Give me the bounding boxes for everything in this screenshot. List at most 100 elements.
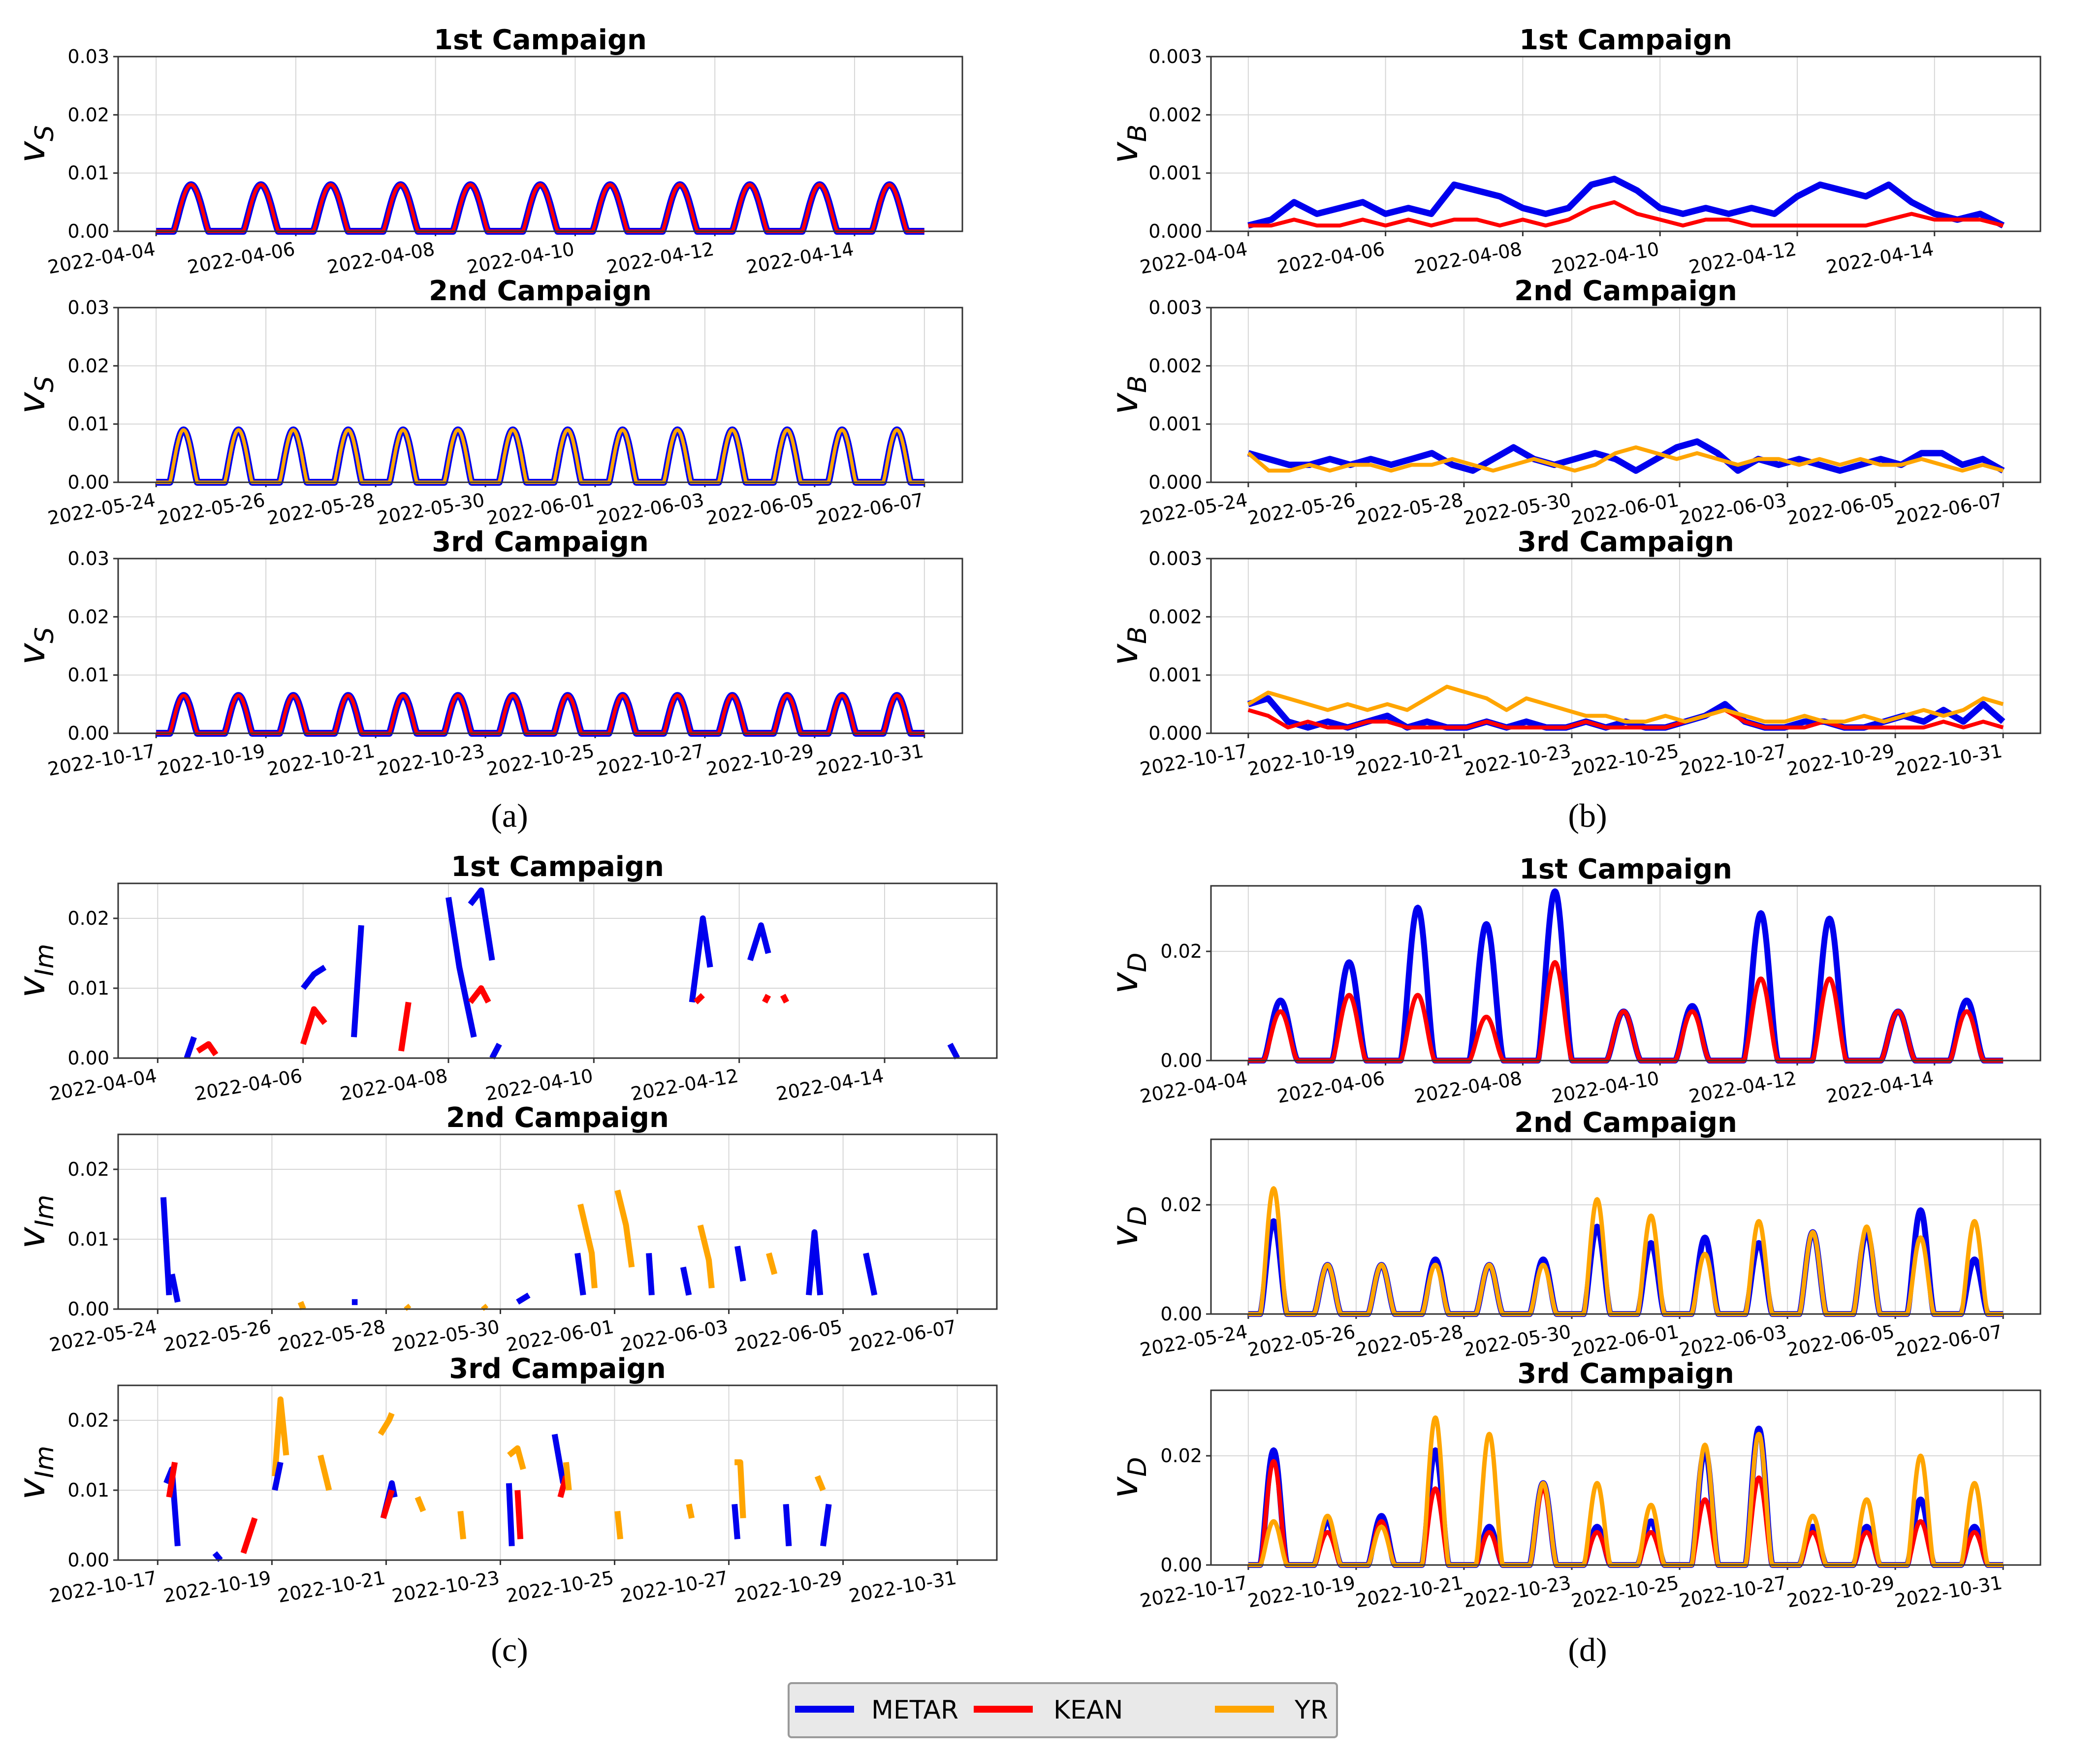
axes-frame — [117, 56, 963, 232]
subplot-title: 2nd Campaign — [429, 275, 652, 307]
subplot-title: 1st Campaign — [1519, 853, 1732, 885]
y-tick-label: 0.03 — [67, 548, 109, 569]
series-line-metar — [1247, 438, 2005, 474]
x-tick-label: 2022-10-17 — [1138, 740, 1249, 781]
y-axis-label: vB — [1104, 376, 1152, 414]
panel-label-b: (b) — [1568, 797, 1607, 834]
x-tick-label: 2022-10-27 — [1678, 1572, 1788, 1612]
segment-kean — [166, 1462, 178, 1498]
y-axis-label: vD — [1104, 953, 1152, 994]
x-tick-label: 2022-06-01 — [1569, 1321, 1680, 1361]
segment-kean — [780, 994, 790, 1004]
x-tick-label: 2022-10-17 — [46, 740, 157, 781]
y-axis-label-main: v — [11, 141, 53, 163]
x-tick-label: 2022-06-01 — [1569, 489, 1680, 530]
series-line-kean — [1246, 1459, 2005, 1567]
y-tick-label: 0.03 — [67, 46, 109, 67]
plot-area — [153, 181, 927, 235]
x-tick-label: 2022-10-23 — [375, 740, 486, 781]
segment-metar — [468, 887, 495, 961]
y-axis-label-main: v — [11, 643, 53, 665]
axes-frame — [1210, 307, 2041, 483]
plot-area — [1245, 1186, 2006, 1317]
x-tick-label: 2022-10-29 — [1785, 1572, 1896, 1612]
segment-metar — [734, 1246, 746, 1282]
segment-yr — [734, 1459, 746, 1519]
y-tick-label: 0.02 — [67, 606, 109, 627]
x-tick-label: 2022-04-12 — [605, 238, 716, 279]
x-tick-label: 2022-05-26 — [156, 489, 267, 530]
y-tick-label: 0.02 — [1160, 1194, 1202, 1216]
x-tick-label: 2022-10-19 — [156, 740, 267, 781]
y-axis-label-main: v — [11, 1226, 53, 1249]
x-tick-label: 2022-04-12 — [1687, 238, 1798, 279]
y-axis-label-sub: Im — [30, 1446, 60, 1478]
x-tick-label: 2022-04-08 — [338, 1065, 449, 1105]
legend-label-yr: YR — [1294, 1695, 1328, 1725]
y-axis-label-main: v — [11, 392, 53, 414]
segment-yr — [272, 1396, 289, 1477]
series-line-kean — [155, 693, 926, 735]
x-tick-label: 2022-10-21 — [276, 1567, 387, 1607]
subplot-title: 1st Campaign — [1519, 24, 1732, 56]
x-tick-label: 2022-06-05 — [1785, 1321, 1896, 1361]
x-tick-label: 2022-10-29 — [1785, 740, 1896, 781]
y-tick-label: 0.02 — [1160, 1445, 1202, 1467]
plot-area — [1247, 438, 2005, 474]
y-tick-label: 0.03 — [67, 297, 109, 318]
x-tick-label: 2022-06-05 — [733, 1316, 844, 1356]
subplot-title: 3rd Campaign — [449, 1353, 666, 1385]
x-tick-label: 2022-10-31 — [814, 740, 925, 781]
x-tick-label: 2022-10-21 — [266, 740, 377, 781]
y-axis-label-sub: B — [1123, 626, 1152, 644]
segment-metar — [783, 1503, 792, 1547]
x-tick-label: 2022-05-24 — [46, 489, 157, 530]
y-tick-label: 0.00 — [67, 1047, 109, 1069]
panel-label-c: (c) — [491, 1631, 528, 1668]
x-tick-label: 2022-10-25 — [1569, 1572, 1680, 1612]
legend: METAR KEAN YR — [788, 1682, 1338, 1738]
panel-b-campaign-1: 0.000 0.001 0.002 0.003 2022-04-04 2022-04-06… — [1104, 24, 2041, 279]
segment-metar — [351, 925, 364, 1037]
panel-b-campaign-3: 0.000 0.001 0.002 0.003 2022-10-172022-10-19… — [1104, 526, 2041, 781]
y-tick-label: 0.02 — [67, 1158, 109, 1180]
segment-kean — [468, 985, 491, 1004]
plot-area — [184, 887, 960, 1060]
plot-area — [163, 1396, 832, 1562]
y-axis-label-sub: S — [30, 627, 60, 643]
legend-label-kean: KEAN — [1053, 1695, 1123, 1725]
y-axis-label-main: v — [1104, 1476, 1146, 1498]
x-tick-label: 2022-05-28 — [276, 1316, 387, 1356]
series-line-metar — [153, 692, 927, 737]
series-line-kean — [1248, 200, 2004, 228]
y-axis-label: vIm — [11, 1446, 60, 1500]
x-tick-label: 2022-04-10 — [1550, 1067, 1661, 1108]
segment-metar — [732, 1503, 740, 1539]
segment-yr — [697, 1224, 715, 1289]
segment-yr — [766, 1252, 778, 1275]
x-tick-label: 2022-10-29 — [733, 1567, 844, 1607]
subplot-title: 1st Campaign — [451, 851, 664, 883]
x-tick-label: 2022-10-25 — [1569, 740, 1680, 781]
segment-yr — [414, 1496, 426, 1512]
panel-b-campaign-2: 0.000 0.001 0.002 0.003 2022-05-242022-05-26… — [1104, 275, 2041, 530]
y-tick-label: 0.003 — [1148, 297, 1202, 318]
x-tick-label: 2022-05-26 — [162, 1316, 273, 1356]
y-axis-label-sub: D — [1123, 1206, 1152, 1226]
y-tick-label: 0.000 — [1148, 722, 1202, 744]
x-tick-label: 2022-06-03 — [619, 1316, 730, 1356]
series-line-metar — [1247, 176, 2005, 229]
plot-area — [1247, 176, 2005, 229]
y-axis-label: vD — [1104, 1457, 1152, 1499]
y-axis-label-main: v — [11, 1477, 53, 1500]
panel-label-d: (d) — [1568, 1631, 1607, 1668]
plot-area — [160, 1190, 878, 1311]
x-tick-label: 2022-06-03 — [595, 489, 705, 530]
x-tick-label: 2022-04-06 — [193, 1065, 304, 1105]
x-tick-label: 2022-05-30 — [1462, 489, 1572, 530]
y-axis-label-sub: B — [1123, 125, 1152, 142]
panel-label-a: (a) — [491, 797, 528, 834]
axes-frame — [117, 1384, 998, 1561]
axes-frame — [1210, 885, 2041, 1062]
